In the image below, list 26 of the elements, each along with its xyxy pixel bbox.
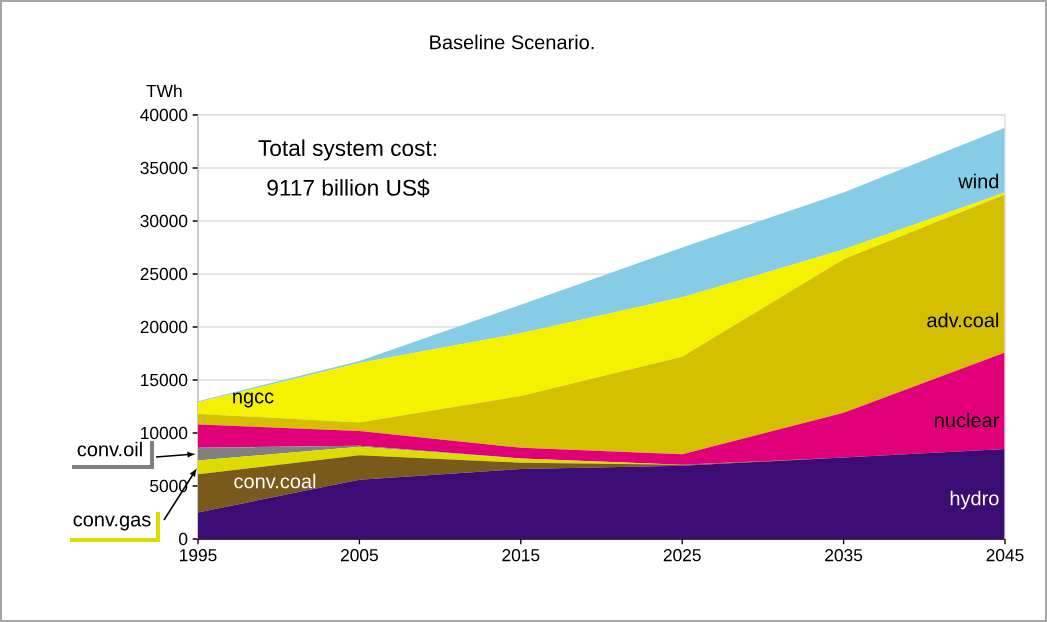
chart-title: Baseline Scenario.: [430, 34, 594, 50]
x-tick-label: 1995: [180, 549, 217, 562]
series-label: conv.coal: [234, 473, 316, 489]
y-tick-label: 20000: [140, 320, 188, 334]
x-tick-label: 2015: [502, 549, 540, 562]
y-tick-label: 0: [178, 532, 188, 546]
y-tick-label: 30000: [140, 214, 188, 228]
text: conv.oil: [77, 441, 142, 457]
y-tick-label: 10000: [141, 426, 188, 440]
y-tick-label: 35000: [140, 161, 188, 175]
x-tick-label: 2045: [986, 549, 1024, 562]
y-axis-title: TWh: [146, 84, 182, 97]
text: conv.gas: [73, 515, 151, 531]
series-label: hydro: [950, 490, 999, 510]
series-label: ngcc: [233, 392, 274, 408]
x-tick-label: 2035: [825, 549, 863, 562]
series-label: adv.coal: [927, 312, 999, 328]
y-tick-label: 15000: [141, 373, 188, 387]
y-tick-label: 40000: [140, 108, 188, 122]
y-tick-label: 25000: [140, 267, 188, 281]
x-tick-label: 2025: [663, 549, 701, 562]
annotation: Total system cost:: [258, 139, 436, 161]
series-label: nuclear: [935, 412, 1000, 428]
series-label: wind: [958, 173, 999, 189]
x-tick-label: 2005: [341, 549, 378, 562]
annotation: 9117 billion US$: [267, 178, 430, 198]
